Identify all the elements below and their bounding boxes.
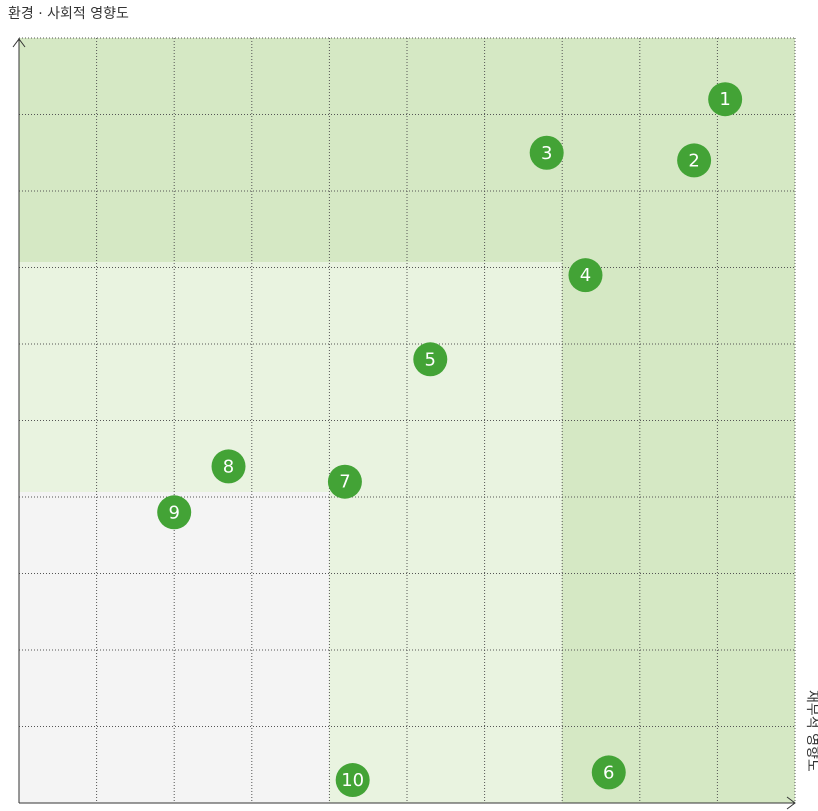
point — [335, 763, 370, 798]
point-label: 6 — [603, 762, 614, 783]
point — [568, 258, 603, 293]
y-arrow — [12, 38, 26, 48]
point — [591, 755, 626, 790]
point — [413, 342, 448, 377]
point-label: 1 — [719, 89, 730, 110]
point — [157, 495, 192, 530]
point-label: 4 — [580, 265, 591, 286]
points: 1 2 3 4 5 6 7 8 9 10 — [157, 82, 743, 798]
y-axis-label: 환경 · 사회적 영향도 — [8, 6, 129, 22]
x-axis-label: 재무적 영향도 — [804, 690, 818, 772]
point-label: 8 — [223, 456, 234, 477]
point-label: 2 — [688, 150, 699, 171]
point — [327, 464, 362, 499]
x-arrow — [786, 796, 796, 810]
point — [677, 143, 712, 178]
point-label: 5 — [425, 349, 436, 370]
zones — [19, 38, 795, 803]
point — [211, 449, 246, 484]
point-label: 3 — [541, 143, 552, 164]
point — [529, 135, 564, 170]
point-label: 9 — [168, 502, 179, 523]
point-label: 7 — [339, 472, 350, 493]
point — [708, 82, 743, 117]
zone-mid — [329, 262, 562, 803]
point-label: 10 — [341, 770, 364, 791]
